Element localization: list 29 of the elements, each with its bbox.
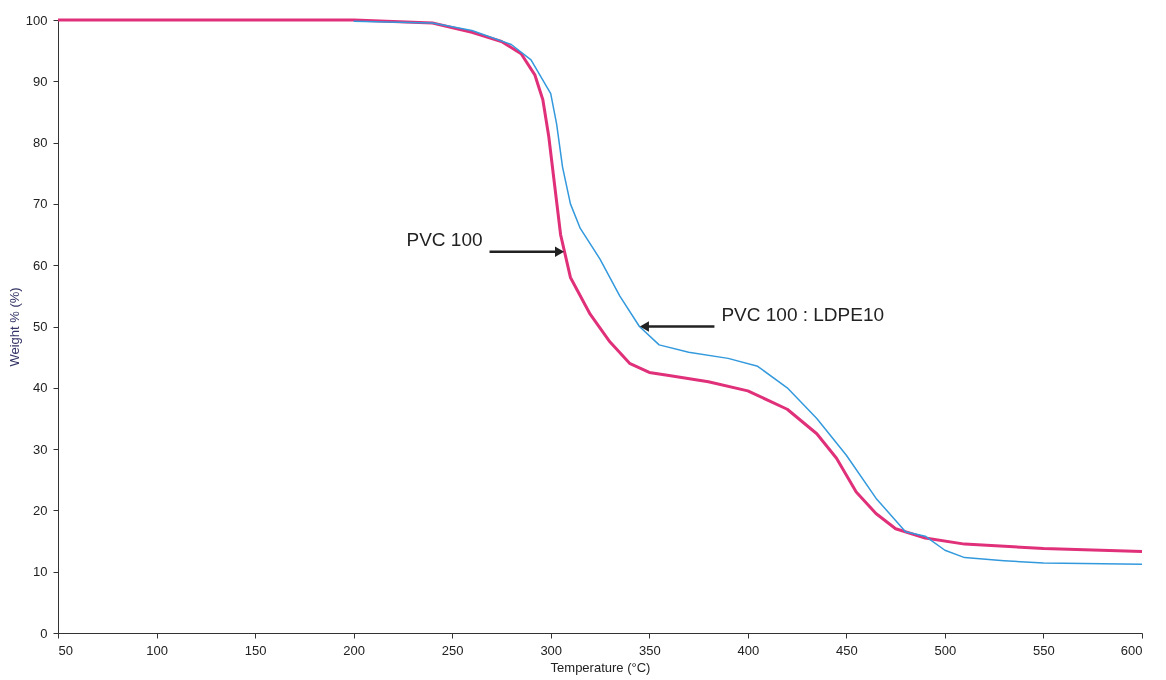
y-tick-label: 40 [33,380,48,396]
x-tick-label: 150 [244,642,267,658]
annotation: PVC 100 : LDPE10 [721,303,885,325]
x-tick-label: 450 [836,642,858,658]
x-tick-label: 550 [1033,642,1055,658]
y-tick-label: 90 [33,73,48,89]
y-tick-label: 100 [25,12,48,28]
y-tick-label: 70 [33,196,48,212]
x-tick-label: 300 [540,642,563,658]
x-tick-label: 50 [58,642,73,658]
x-tick-label: 600 [1120,642,1143,658]
annotation: PVC 100 [406,228,483,250]
y-tick-label: 10 [33,564,48,580]
y-tick-label: 0 [40,625,48,641]
x-axis-title: Temperature (°C) [550,659,651,675]
y-axis-title: Weight % (%) [6,287,22,367]
line-series [56,18,1144,553]
line-series [352,20,1143,566]
y-tick-label: 60 [33,257,48,273]
y-tick-label: 50 [33,319,48,334]
x-tick-label: 500 [934,642,957,658]
x-tick-label: 400 [737,642,760,658]
x-tick-label: 100 [146,642,168,658]
y-tick-label: 80 [33,135,48,151]
x-tick-label: 200 [343,642,365,658]
x-tick-label: 350 [638,642,661,658]
y-tick-label: 20 [33,502,48,518]
y-tick-label: 30 [33,441,48,457]
x-tick-label: 250 [441,642,464,658]
